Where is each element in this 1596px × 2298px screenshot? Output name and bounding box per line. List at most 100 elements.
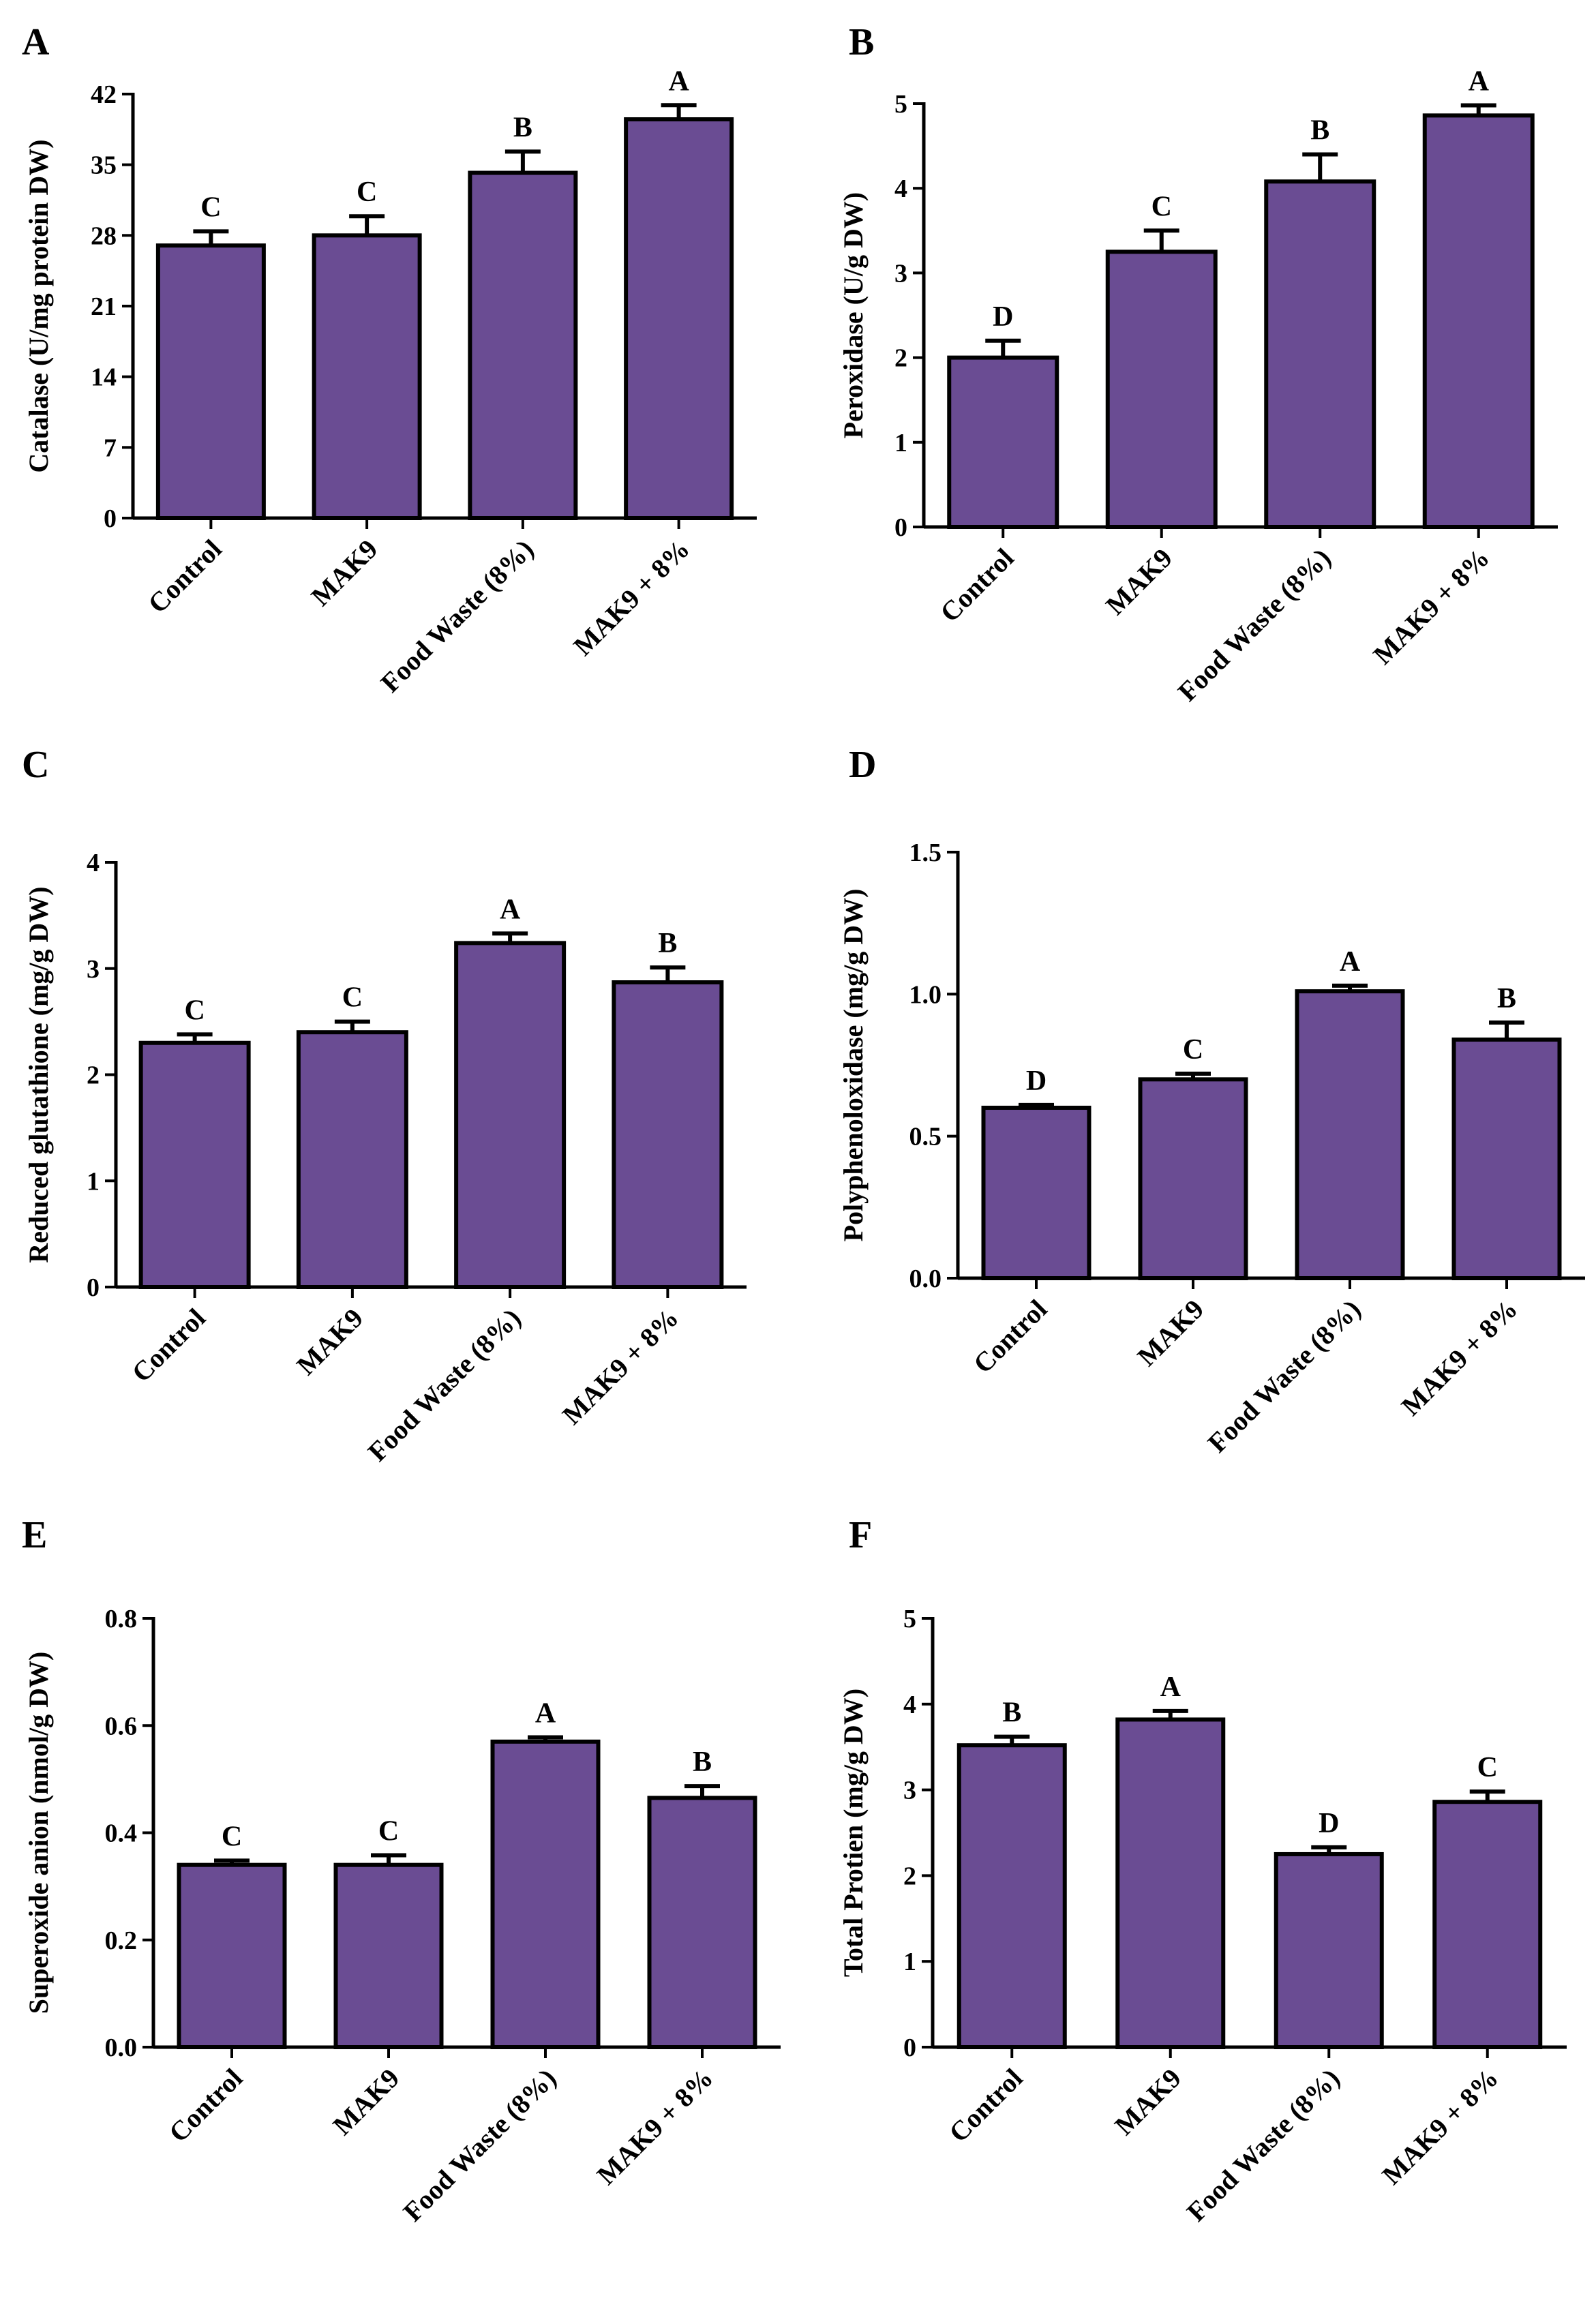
y-axis-title: Total Protien (mg/g DW) xyxy=(838,1689,869,1977)
x-tick-label: MAK9 + 8% xyxy=(1376,2063,1504,2191)
x-tick-label: Food Waste (8%) xyxy=(374,534,539,699)
x-tick-label: MAK9 + 8% xyxy=(556,1303,684,1431)
y-tick-label: 21 xyxy=(91,292,117,321)
chart-panel-D: D 0.0 0.5 1.0 1.5 Polyphenoloxidase (mg/g DW)… xyxy=(838,744,1585,1458)
significance-label: A xyxy=(668,65,689,97)
y-tick-label: 0.4 xyxy=(105,1819,138,1848)
significance-label: C xyxy=(378,1816,399,1847)
y-axis-title: Catalase (U/mg protein DW) xyxy=(23,139,54,472)
panel-label: B xyxy=(849,21,874,63)
significance-label: C xyxy=(1151,191,1172,222)
x-tick-label: Control xyxy=(125,1303,211,1389)
x-tick-label: MAK9 xyxy=(1100,543,1178,621)
error-bar xyxy=(684,1784,720,1798)
error-bar xyxy=(1332,983,1368,992)
panel-label: D xyxy=(849,744,876,786)
y-axis-title: Superoxide anion (nmol/g DW) xyxy=(23,1652,54,2014)
bar-4 xyxy=(612,980,724,1290)
error-bar xyxy=(1460,103,1496,116)
bar-1 xyxy=(138,1040,251,1290)
error-bar xyxy=(528,1735,563,1742)
x-tick-label: Control xyxy=(934,543,1020,629)
error-bar xyxy=(505,149,541,173)
y-tick-label: 1 xyxy=(903,1948,916,1976)
error-bar xyxy=(994,1734,1030,1746)
chart-panel-B: B 0 1 2 3 4 5 Peroxidase (U/g DW) D Control C MAK9 B… xyxy=(838,21,1558,707)
error-bar xyxy=(349,214,385,236)
bar-4 xyxy=(624,117,734,520)
x-tick-label: MAK9 + 8% xyxy=(1396,1294,1524,1422)
y-tick-label: 35 xyxy=(91,151,117,180)
x-tick-label: Control xyxy=(943,2063,1029,2149)
x-tick-label: Food Waste (8%) xyxy=(1172,543,1337,708)
y-tick-label: 0 xyxy=(903,2034,916,2062)
x-tick-label: MAK9 + 8% xyxy=(567,534,695,662)
significance-label: C xyxy=(184,995,205,1026)
bar-2 xyxy=(296,1030,408,1289)
error-bar xyxy=(492,931,528,943)
error-bar xyxy=(1302,152,1338,182)
x-tick-label: Control xyxy=(967,1294,1053,1380)
x-tick-label: Food Waste (8%) xyxy=(1181,2063,1346,2228)
y-tick-label: 0.8 xyxy=(105,1605,138,1633)
y-tick-label: 1.5 xyxy=(909,838,942,867)
x-tick-label: Food Waste (8%) xyxy=(1202,1294,1367,1459)
significance-label: A xyxy=(500,894,521,925)
bar-1 xyxy=(155,243,266,520)
y-tick-label: 0 xyxy=(104,504,117,533)
error-bar xyxy=(1152,1708,1188,1720)
error-bar xyxy=(214,1858,250,1865)
chart-panel-A: A 0 7 14 21 28 35 42 Catalase (U/mg protein DW) C… xyxy=(22,21,757,698)
y-tick-label: 4 xyxy=(87,849,100,877)
error-bar xyxy=(193,229,229,246)
significance-label: C xyxy=(357,177,377,208)
bar-2 xyxy=(1105,250,1218,529)
error-bar xyxy=(1175,1072,1211,1080)
y-tick-label: 0.2 xyxy=(105,1926,138,1955)
bar-2 xyxy=(1138,1077,1248,1281)
y-tick-label: 5 xyxy=(903,1605,916,1633)
x-tick-label: MAK9 xyxy=(1131,1294,1209,1372)
y-tick-label: 7 xyxy=(104,434,117,462)
y-tick-label: 0 xyxy=(87,1273,100,1302)
error-bar xyxy=(650,965,686,982)
significance-label: D xyxy=(1026,1065,1047,1097)
y-tick-label: 1 xyxy=(894,429,907,457)
y-tick-label: 42 xyxy=(91,80,117,109)
x-tick-label: Food Waste (8%) xyxy=(397,2063,562,2228)
y-tick-label: 4 xyxy=(903,1691,916,1719)
significance-label: A xyxy=(1340,946,1361,978)
x-tick-label: Control xyxy=(163,2063,249,2149)
bar-3 xyxy=(1264,179,1376,529)
x-tick-label: MAK9 xyxy=(327,2063,405,2141)
significance-label: C xyxy=(1183,1034,1203,1065)
significance-label: C xyxy=(222,1821,242,1852)
error-bar xyxy=(177,1032,213,1043)
x-tick-label: MAK9 xyxy=(290,1303,369,1381)
significance-label: A xyxy=(1469,65,1490,97)
y-tick-label: 2 xyxy=(903,1862,916,1890)
y-tick-label: 0.6 xyxy=(105,1712,138,1740)
chart-panel-E: E 0.0 0.2 0.4 0.6 0.8 Superoxide anion (nmol/g… xyxy=(22,1514,781,2227)
y-tick-label: 2 xyxy=(87,1061,100,1090)
bar-4 xyxy=(1432,1800,1543,2049)
error-bar xyxy=(371,1853,406,1865)
significance-label: C xyxy=(1477,1752,1498,1783)
y-tick-label: 28 xyxy=(91,222,117,250)
bar-1 xyxy=(947,355,1059,529)
significance-label: B xyxy=(513,112,532,143)
bar-1 xyxy=(177,1862,287,2050)
y-axis-title: Polyphenoloxidase (mg/g DW) xyxy=(838,889,869,1242)
y-tick-label: 1.0 xyxy=(909,980,942,1009)
bar-2 xyxy=(312,233,422,520)
bar-3 xyxy=(454,941,567,1289)
panel-label: C xyxy=(22,744,49,786)
y-tick-label: 3 xyxy=(903,1777,916,1805)
bar-2 xyxy=(333,1862,444,2050)
bar-4 xyxy=(1451,1038,1562,1280)
panel-label: E xyxy=(22,1514,47,1556)
y-tick-label: 0 xyxy=(894,513,907,542)
y-tick-label: 0.5 xyxy=(909,1123,942,1151)
significance-label: B xyxy=(658,928,677,959)
